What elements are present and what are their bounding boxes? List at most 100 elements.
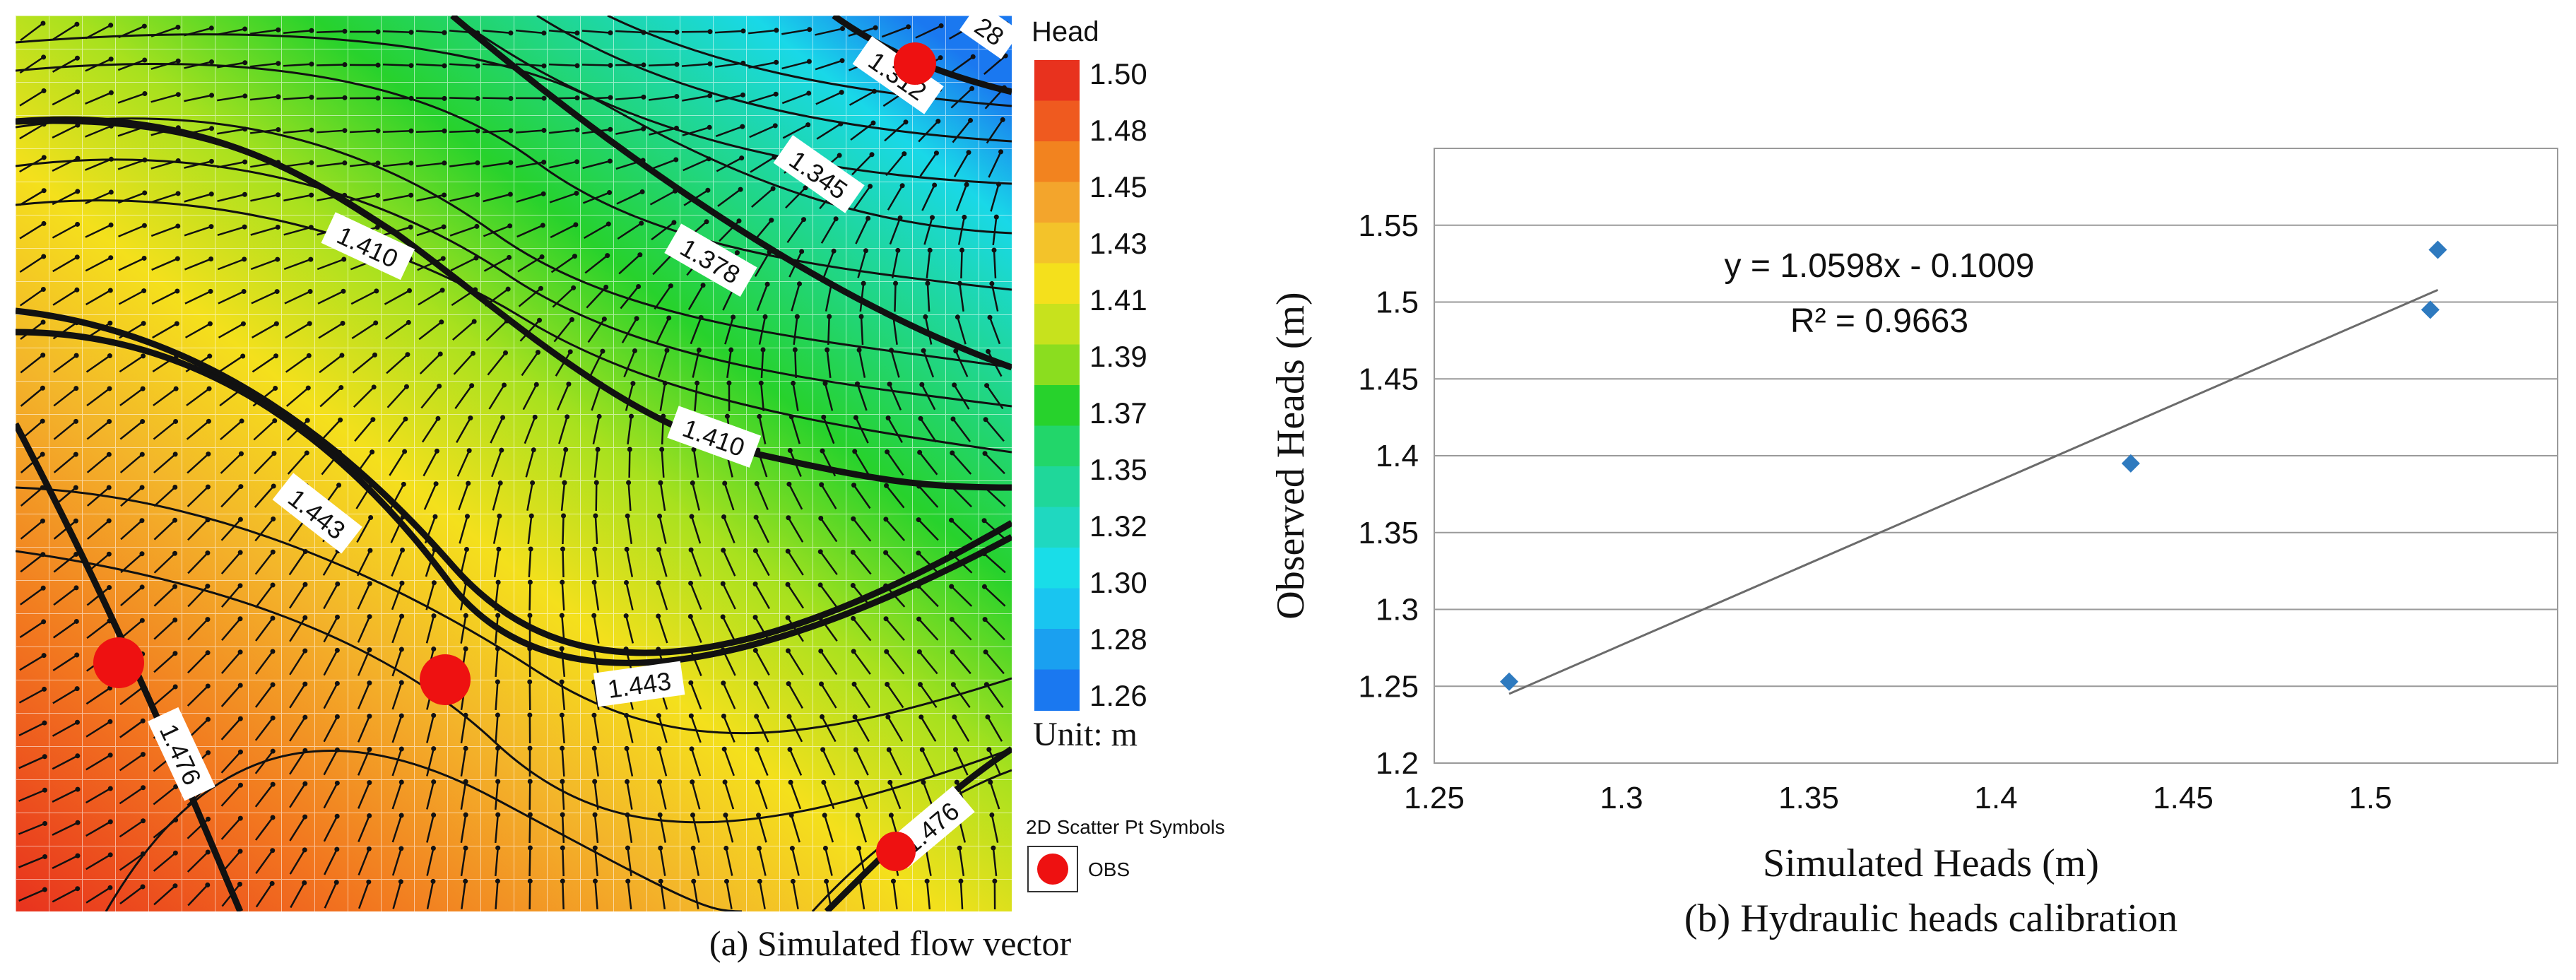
flow-vector-head	[591, 745, 597, 751]
flow-vector-head	[42, 686, 47, 692]
flow-vector-head	[407, 288, 413, 293]
flow-vector-head	[608, 126, 613, 132]
flow-vector-arrow	[53, 553, 77, 573]
flow-vector-head	[496, 546, 502, 552]
flow-vector-head	[850, 583, 856, 589]
flow-vector-arrow	[415, 63, 445, 67]
flow-vector-arrow	[85, 754, 111, 771]
flow-vector-head	[463, 845, 468, 851]
legend-swatch	[1034, 588, 1080, 630]
flow-vector-arrow	[690, 549, 702, 577]
flow-vector-arrow	[391, 815, 403, 843]
observation-wells	[93, 42, 936, 871]
flow-vector-head	[884, 483, 890, 488]
flow-vector-arrow	[953, 152, 970, 177]
flow-vector-head	[172, 850, 178, 856]
flow-vector-head	[817, 549, 823, 555]
flow-vector-head	[608, 63, 613, 69]
legend-swatch	[1034, 60, 1080, 102]
flow-vector-head	[671, 220, 677, 225]
flow-vector-head	[335, 581, 341, 587]
flow-vector-head	[73, 485, 78, 490]
flow-vector-arrow	[683, 158, 709, 172]
legend-swatch	[1034, 344, 1080, 386]
flow-vector-head	[656, 580, 661, 586]
flow-vector-head	[731, 314, 736, 320]
flow-vector-head	[495, 779, 501, 784]
legend-value: 1.35	[1089, 453, 1147, 486]
flow-vector-head	[625, 845, 630, 851]
flow-vector-head	[527, 579, 533, 585]
flow-vector-arrow	[791, 848, 800, 876]
flow-vector-head	[527, 845, 533, 851]
flow-vector-head	[865, 216, 871, 221]
flow-vector-head	[366, 879, 372, 885]
flow-vector-head	[902, 151, 907, 157]
flow-vector-head	[623, 613, 629, 619]
flow-vector-head	[270, 748, 276, 754]
flow-vector-head	[338, 385, 344, 391]
flow-vector-head	[398, 713, 404, 719]
flow-vector-head	[786, 681, 791, 687]
flow-vector-arrow	[919, 152, 938, 177]
flow-vector-head	[270, 615, 276, 621]
flow-vector-head	[799, 249, 805, 254]
flow-vector-head	[954, 779, 959, 785]
flow-vector-arrow	[117, 93, 146, 104]
flow-vector-arrow	[495, 847, 499, 877]
flow-vector-arrow	[593, 582, 600, 610]
flow-vector-head	[903, 119, 909, 125]
flow-vector-head	[819, 714, 825, 719]
flow-vector-arrow	[86, 387, 110, 407]
flow-vector-head	[106, 551, 112, 557]
flow-vector-arrow	[592, 416, 601, 444]
flow-vector-head	[723, 845, 729, 851]
flow-vector-head	[688, 547, 694, 553]
flow-vector-arrow	[988, 151, 1002, 178]
flow-vector-arrow	[187, 552, 208, 574]
flow-vector-arrow	[717, 189, 741, 207]
flow-vector-head	[601, 317, 607, 322]
flow-vector-head	[302, 847, 307, 853]
flow-vector-head	[541, 63, 547, 69]
flow-vector-arrow	[983, 55, 1007, 75]
flow-vector-arrow	[254, 584, 274, 608]
flow-vector-head	[858, 314, 864, 319]
flow-vector-arrow	[150, 192, 179, 203]
flow-vector-arrow	[825, 848, 833, 876]
flow-vector-arrow	[757, 781, 768, 810]
flow-vector-head	[688, 713, 694, 719]
flow-vector-arrow	[85, 787, 111, 804]
flow-vector-head	[530, 480, 536, 485]
flow-vector-arrow	[421, 418, 439, 443]
flow-vector-arrow	[220, 420, 242, 441]
flow-vector-arrow	[548, 129, 578, 134]
flow-vector-head	[818, 648, 824, 654]
flow-vector-arrow	[283, 63, 312, 67]
flow-vector-head	[398, 846, 404, 851]
flow-vector-arrow	[483, 225, 511, 237]
flow-vector-arrow	[53, 355, 77, 373]
flow-vector-head	[41, 254, 47, 259]
flow-vector-head	[430, 845, 436, 851]
flow-vector-arrow	[354, 418, 374, 442]
trendline	[1508, 288, 2438, 695]
flow-vector-head	[803, 185, 808, 191]
flow-vector-head	[786, 515, 791, 521]
flow-vector-arrow	[52, 289, 78, 306]
flow-vector-arrow	[615, 30, 644, 34]
flow-vector-arrow	[822, 250, 835, 278]
flow-vector-head	[853, 747, 858, 752]
flow-vector-arrow	[19, 620, 45, 639]
flow-vector-head	[433, 481, 439, 487]
flow-vector-arrow	[119, 454, 143, 473]
legend-value: 1.43	[1089, 227, 1147, 260]
flow-vector-head	[398, 879, 403, 885]
flow-vector-arrow	[915, 25, 942, 39]
flow-vector-head	[624, 580, 630, 586]
flow-vector-head	[639, 189, 645, 195]
flow-vector-head	[371, 384, 377, 390]
flow-vector-head	[819, 482, 825, 488]
flow-vector-head	[755, 779, 761, 785]
flow-vector-head	[740, 124, 745, 129]
